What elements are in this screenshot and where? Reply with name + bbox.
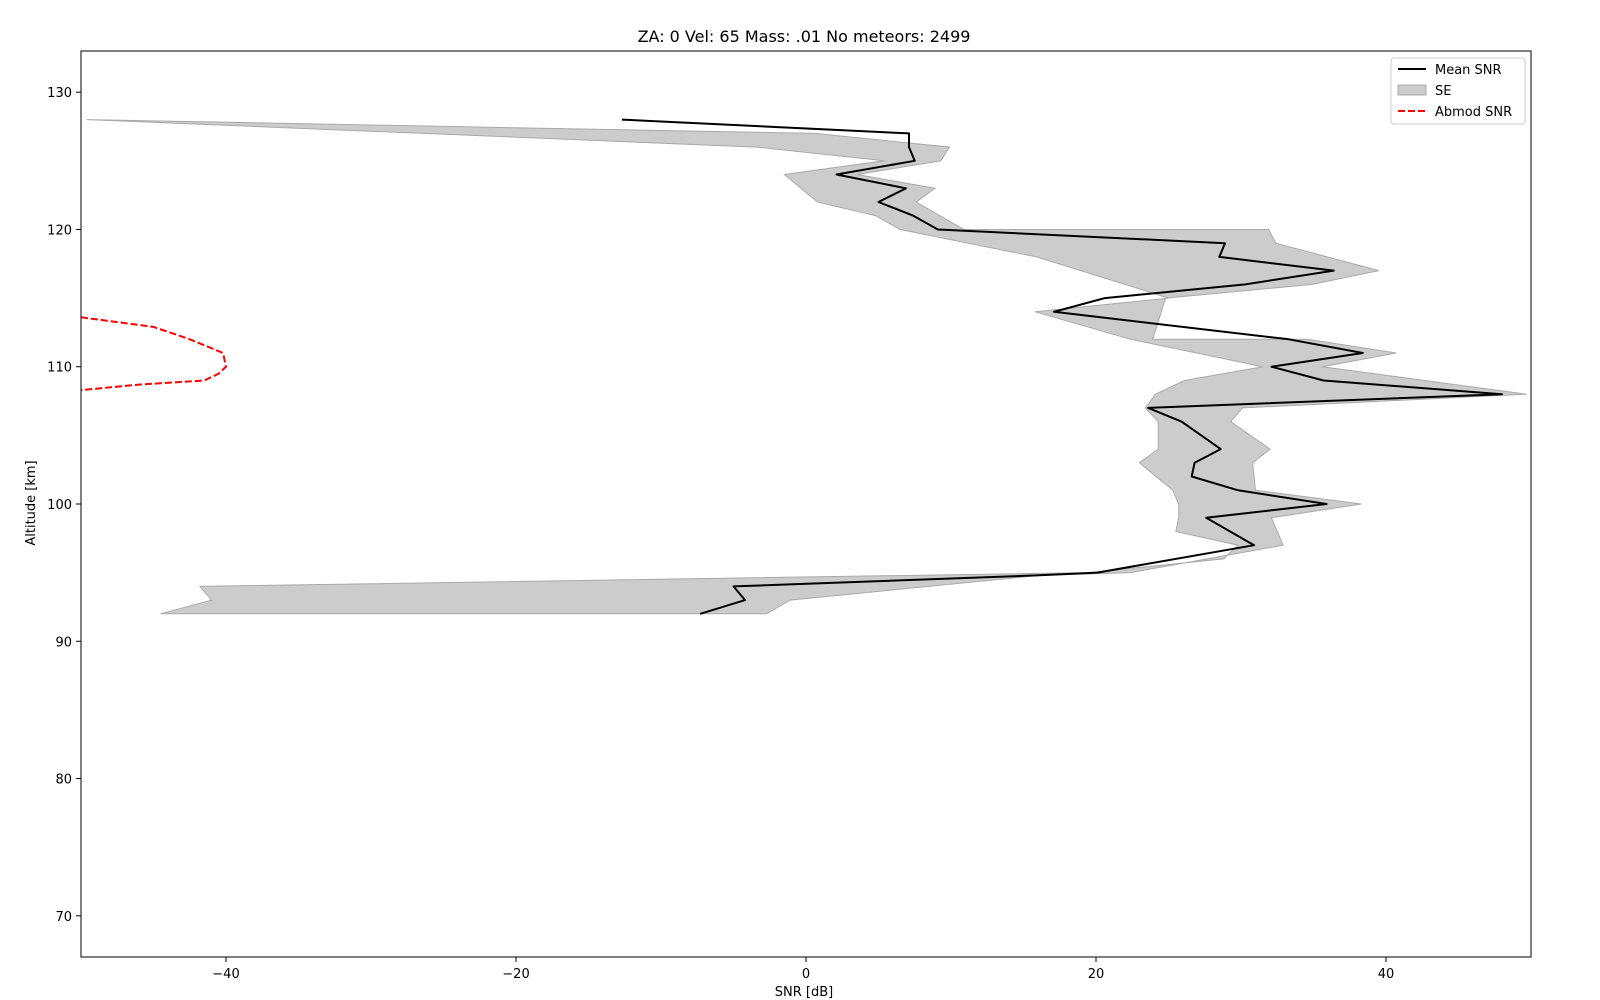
y-tick-label: 80 bbox=[55, 773, 72, 788]
legend-swatch-se bbox=[1397, 84, 1427, 96]
y-tick-label: 100 bbox=[47, 498, 72, 513]
y-tick-label: 130 bbox=[47, 86, 72, 101]
axes: −40 −20 0 20 40 70 80 90 100 110 120 130 bbox=[47, 50, 1532, 982]
plot-area bbox=[81, 118, 1527, 615]
chart-title: ZA: 0 Vel: 65 Mass: .01 No meteors: 2499 bbox=[638, 27, 971, 46]
legend: Mean SNR SE Abmod SNR bbox=[1390, 57, 1526, 125]
legend-box bbox=[1390, 57, 1526, 125]
se-band bbox=[86, 119, 1527, 615]
x-tick-label: −40 bbox=[212, 967, 239, 982]
y-tick-label: 70 bbox=[55, 910, 72, 925]
y-axis-label: Altitude [km] bbox=[24, 460, 39, 545]
x-tick-label: −20 bbox=[502, 967, 529, 982]
abmod-snr-line bbox=[81, 316, 228, 392]
x-tick-label: 20 bbox=[1088, 967, 1105, 982]
x-tick-label: 40 bbox=[1378, 967, 1395, 982]
legend-label: SE bbox=[1435, 84, 1451, 99]
mean-snr-line bbox=[621, 118, 1503, 615]
y-tick-label: 120 bbox=[47, 223, 72, 238]
y-tick-label: 110 bbox=[47, 361, 72, 376]
legend-label: Abmod SNR bbox=[1435, 105, 1512, 120]
y-tick-label: 90 bbox=[55, 635, 72, 650]
legend-label: Mean SNR bbox=[1435, 63, 1502, 78]
plot-series-group bbox=[81, 118, 1527, 615]
x-tick-label: 0 bbox=[802, 967, 810, 982]
x-axis-label: SNR [dB] bbox=[775, 985, 833, 1000]
